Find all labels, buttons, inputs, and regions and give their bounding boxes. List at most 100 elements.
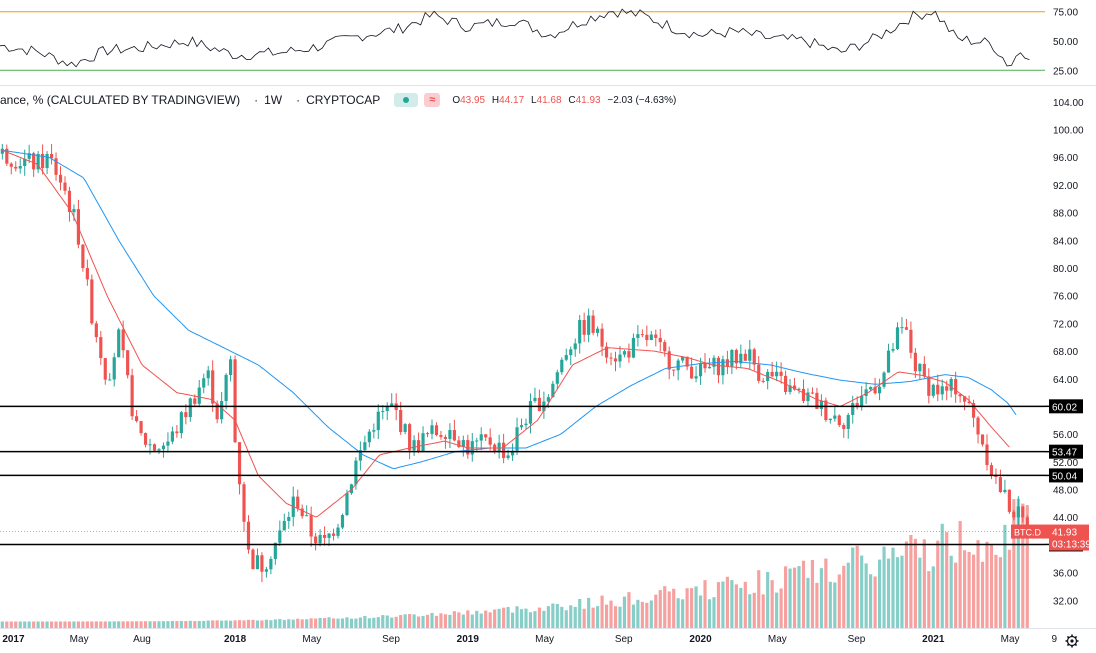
- candle-body: [940, 386, 944, 395]
- candle-body: [663, 342, 667, 352]
- candle-body: [215, 403, 219, 420]
- volume-bar: [76, 621, 81, 628]
- candle-body: [264, 569, 268, 572]
- level-label-box: [1049, 399, 1083, 414]
- volume-bar: [251, 619, 255, 628]
- volume-bar: [443, 614, 448, 628]
- volume-bar: [493, 609, 497, 628]
- volume-bar: [591, 607, 595, 628]
- candle-body: [1025, 517, 1029, 532]
- candle-body: [873, 387, 877, 394]
- candle-body: [587, 315, 591, 335]
- candle-body: [578, 320, 582, 344]
- candle-body: [596, 328, 600, 333]
- candle-body: [18, 165, 22, 169]
- x-tick-label: 2018: [224, 634, 247, 645]
- x-tick-label: May: [768, 634, 787, 645]
- candle-body: [730, 350, 734, 367]
- candle-body: [197, 387, 201, 404]
- candle-body: [452, 430, 456, 441]
- y-tick-label: 52.00: [1053, 458, 1078, 469]
- candle-body: [864, 389, 868, 396]
- candle-body: [278, 530, 282, 543]
- candle-body: [381, 411, 385, 413]
- candle-body: [390, 403, 394, 407]
- price-tag-box: [1049, 524, 1089, 551]
- volume-bar: [573, 606, 577, 628]
- candle-body: [224, 374, 228, 402]
- x-tick-label: 2020: [689, 634, 712, 645]
- volume-bar: [877, 559, 882, 628]
- volume-bar: [309, 618, 313, 628]
- volume-bar: [90, 621, 94, 628]
- volume-bar: [430, 612, 434, 628]
- volume-bar: [45, 621, 49, 628]
- volume-bar: [770, 580, 774, 628]
- candle-body: [152, 444, 157, 451]
- volume-bar: [394, 616, 398, 628]
- volume-bar: [170, 620, 174, 628]
- volume-bar: [882, 546, 886, 628]
- volume-bar: [242, 620, 246, 628]
- candle-body: [560, 359, 564, 373]
- y-tick-label: 100.00: [1053, 126, 1084, 137]
- legend-interval[interactable]: 1W: [264, 93, 283, 107]
- volume-bar: [833, 582, 837, 628]
- volume-bar: [197, 621, 201, 628]
- candle-body: [188, 398, 192, 418]
- candle-body: [770, 371, 774, 377]
- volume-bar: [363, 615, 367, 628]
- candle-body: [891, 348, 895, 351]
- candle-body: [690, 366, 694, 379]
- candle-body: [685, 356, 689, 367]
- candle-body: [0, 148, 4, 154]
- volume-bar: [0, 621, 4, 628]
- candle-body: [918, 363, 922, 372]
- candle-body: [260, 555, 264, 572]
- volume-bar: [707, 599, 712, 628]
- candle-body: [246, 521, 251, 550]
- candle-body: [193, 398, 197, 404]
- y-tick-label: 48.00: [1053, 486, 1078, 497]
- candle-body: [949, 378, 953, 391]
- gear-icon[interactable]: [1065, 634, 1079, 648]
- volume-bar: [381, 615, 385, 628]
- candle-body: [792, 385, 797, 390]
- candle-body: [229, 359, 233, 375]
- candle-body: [434, 425, 439, 436]
- candle-body: [533, 397, 537, 401]
- candle-body: [327, 533, 331, 538]
- volume-bar: [32, 621, 36, 628]
- open-label: O: [452, 94, 461, 106]
- volume-bar: [971, 554, 976, 628]
- candle-body: [810, 392, 815, 394]
- volume-bar: [108, 621, 112, 628]
- volume-bar: [175, 621, 179, 628]
- volume-bar: [909, 534, 913, 628]
- gear-tooth: [1074, 643, 1078, 647]
- candle-body: [958, 394, 962, 397]
- volume-bar: [851, 547, 855, 628]
- y-tick-label: 32.00: [1053, 596, 1078, 607]
- volume-bar: [1007, 549, 1011, 628]
- volume-bar: [546, 606, 550, 628]
- candle-body: [860, 395, 864, 408]
- volume-bar: [569, 605, 573, 628]
- low-label: L: [530, 94, 537, 106]
- candle-body: [828, 418, 832, 421]
- candle-body: [466, 440, 470, 455]
- legend-separator-2: ·: [296, 93, 301, 107]
- candle-body: [206, 370, 210, 379]
- market-status-icon[interactable]: [394, 93, 419, 107]
- volume-bar: [206, 620, 210, 628]
- candle-body: [788, 385, 792, 392]
- candle-body: [49, 153, 54, 159]
- volume-bar: [783, 566, 788, 628]
- candle-body: [869, 387, 873, 390]
- candle-body: [1007, 489, 1011, 512]
- candle-body: [408, 424, 412, 451]
- candle-body: [439, 435, 443, 437]
- data-wave-icon[interactable]: ≈: [424, 93, 441, 107]
